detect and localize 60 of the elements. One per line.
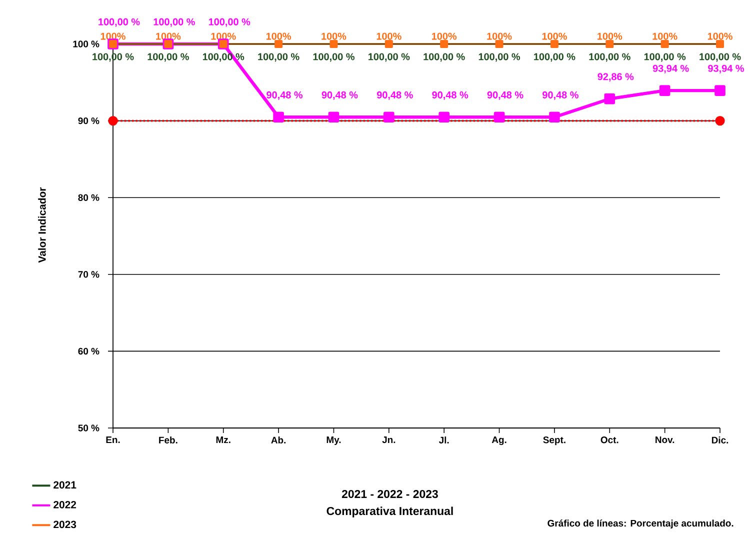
data-label: 100,00 % <box>202 53 244 62</box>
data-label: 100,00 % <box>258 53 300 62</box>
y-tick-label: 100 % <box>73 40 100 48</box>
data-label: 90,48 % <box>322 91 358 100</box>
data-label: 100% <box>432 32 457 40</box>
data-label: 100,00 % <box>208 18 250 27</box>
y-tick-label: 60 % <box>78 348 100 355</box>
x-tick-label: Jn. <box>382 436 396 444</box>
legend-label: 2023 <box>54 520 76 528</box>
data-label: 100% <box>211 32 236 40</box>
data-label: 100,00 % <box>313 53 354 62</box>
y-tick-label: 50 % <box>78 424 100 432</box>
data-label: 90,48 % <box>487 91 524 100</box>
x-tick-label: Feb. <box>159 436 178 444</box>
data-label: 93,94 % <box>652 64 689 74</box>
data-label: 100,00 % <box>478 53 520 62</box>
data-label: 100,00 % <box>424 53 465 62</box>
data-label: 92,86 % <box>598 73 634 82</box>
data-label: 100% <box>322 32 346 40</box>
data-label: 100% <box>708 32 732 40</box>
x-tick-label: Ab. <box>271 436 286 444</box>
data-label: 100% <box>156 32 181 40</box>
data-label: 90,48 % <box>542 91 578 100</box>
x-tick-label: Sept. <box>543 436 566 446</box>
text: Gráfico de líneas: Porcentaje acumulado. <box>548 520 734 528</box>
data-label: 100,00 % <box>368 53 410 62</box>
x-tick-label: Mz. <box>216 436 230 444</box>
text: Comparativa Interanual <box>326 506 453 518</box>
data-label: 100,00 % <box>154 18 195 27</box>
y-axis-title: Valor Indicador <box>38 187 46 263</box>
data-label: 100,00 % <box>98 18 140 27</box>
data-label: 100,00 % <box>644 53 686 62</box>
data-label: 100,00 % <box>148 53 189 62</box>
data-label: 100,00 % <box>534 53 576 62</box>
data-label: 93,94 % <box>708 64 744 74</box>
data-label: 90,48 % <box>266 91 303 100</box>
data-label: 100% <box>487 32 512 40</box>
data-label: 100% <box>652 32 678 40</box>
y-tick-label: 90 % <box>78 117 100 124</box>
data-label: 100% <box>100 32 126 40</box>
data-label: 100% <box>376 32 402 40</box>
x-tick-label: My. <box>326 436 341 445</box>
x-tick-label: Jl. <box>438 436 449 444</box>
data-label: 100% <box>542 32 567 40</box>
data-label: 100,00 % <box>589 53 630 62</box>
data-label: 100,00 % <box>700 53 741 62</box>
data-label: 100% <box>266 32 292 40</box>
x-tick-label: Nov. <box>656 436 674 444</box>
data-label: 100% <box>598 32 622 40</box>
x-tick-label: Ag. <box>492 436 506 446</box>
x-tick-label: Dic. <box>712 436 728 444</box>
legend-label: 2022 <box>54 500 76 508</box>
data-label: 90,48 % <box>376 91 413 100</box>
x-tick-label: Oct. <box>600 436 618 444</box>
y-tick-label: 70 % <box>78 271 100 278</box>
x-tick-label: En. <box>106 436 120 444</box>
y-tick-label: 80 % <box>78 194 100 201</box>
data-label: 90,48 % <box>432 91 468 100</box>
legend-label: 2021 <box>54 481 76 489</box>
text: 2021 - 2022 - 2023 <box>342 490 438 498</box>
